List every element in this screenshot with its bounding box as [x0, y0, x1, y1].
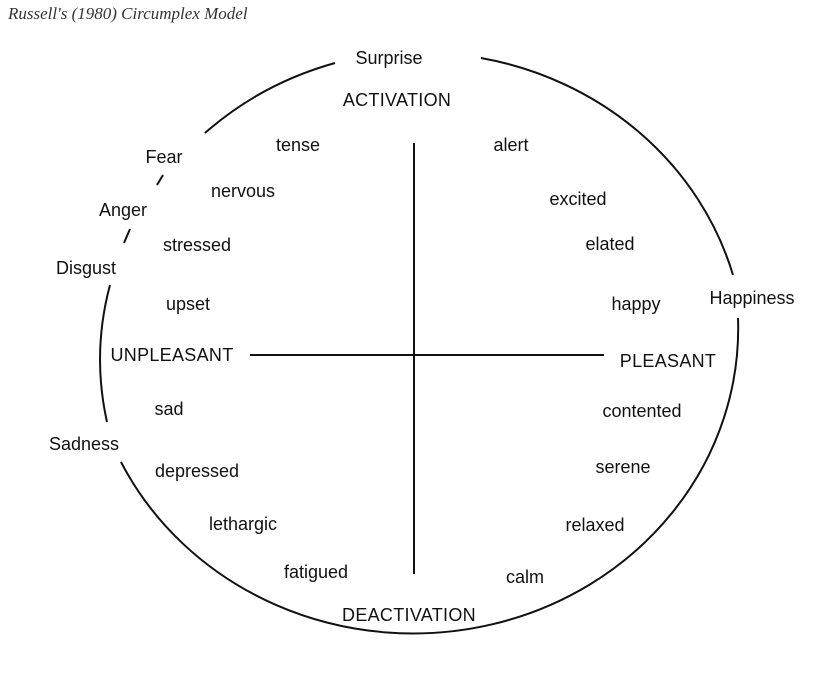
affect-nervous: nervous [211, 181, 275, 201]
arc-left [99, 284, 111, 423]
affect-relaxed: relaxed [565, 515, 624, 535]
emotion-sadness: Sadness [49, 434, 119, 454]
affect-serene: serene [595, 457, 650, 477]
affect-alert: alert [493, 135, 528, 155]
affect-depressed: depressed [155, 461, 239, 481]
affect-excited: excited [549, 189, 606, 209]
affect-fatigued: fatigued [284, 562, 348, 582]
emotion-happiness: Happiness [709, 288, 794, 308]
arc-right-bottom [120, 317, 740, 635]
connector-fear-anger [156, 174, 164, 186]
figure-caption: Russell's (1980) Circumplex Model [8, 4, 248, 23]
affect-tense: tense [276, 135, 320, 155]
affect-contented: contented [602, 401, 681, 421]
affect-happy: happy [611, 294, 660, 314]
affect-elated: elated [585, 234, 634, 254]
axis-label-pleasant: PLEASANT [620, 351, 716, 371]
axis-label-deactivation: DEACTIVATION [342, 605, 476, 625]
affect-sad: sad [154, 399, 183, 419]
axis-label-unpleasant: UNPLEASANT [110, 345, 233, 365]
arc-top-left [204, 62, 336, 134]
affect-lethargic: lethargic [209, 514, 277, 534]
axes [250, 143, 604, 574]
arc-top-right [480, 57, 734, 276]
emotion-disgust: Disgust [56, 258, 116, 278]
axis-label-activation: ACTIVATION [343, 90, 451, 110]
affect-calm: calm [506, 567, 544, 587]
emotion-anger: Anger [99, 200, 147, 220]
affect-upset: upset [166, 294, 210, 314]
emotion-surprise: Surprise [355, 48, 422, 68]
affect-stressed: stressed [163, 235, 231, 255]
connector-anger-disgust [123, 228, 131, 244]
circle-outline [99, 57, 740, 635]
emotion-fear: Fear [145, 147, 182, 167]
emotion-connectors [123, 174, 164, 244]
